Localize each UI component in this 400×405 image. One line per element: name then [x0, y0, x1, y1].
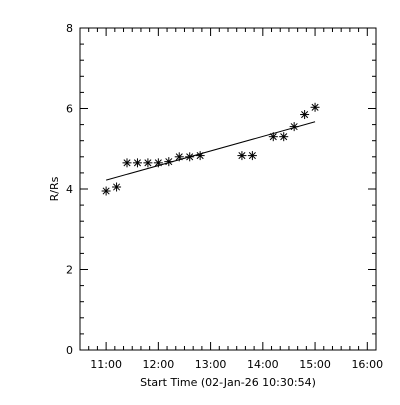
data-point — [279, 132, 289, 142]
x-tick-label: 13:00 — [195, 358, 227, 371]
y-tick-label: 8 — [66, 22, 73, 35]
y-tick-label: 6 — [66, 103, 73, 116]
plot-frame — [79, 27, 377, 351]
x-tick-label: 12:00 — [143, 358, 175, 371]
data-point — [247, 151, 257, 161]
data-point — [143, 158, 153, 168]
data-point — [268, 132, 278, 142]
data-point — [300, 110, 310, 120]
y-tick-label: 4 — [66, 183, 73, 196]
y-axis-title: R/Rs — [48, 176, 61, 201]
x-axis-title: Start Time (02-Jan-26 10:30:54) — [140, 376, 316, 389]
data-point — [289, 122, 299, 132]
x-tick-label: 15:00 — [299, 358, 331, 371]
data-point — [112, 182, 122, 192]
data-point — [153, 158, 163, 168]
y-tick-label: 0 — [66, 344, 73, 357]
x-tick-label: 11:00 — [90, 358, 122, 371]
data-point — [237, 151, 247, 161]
x-tick-label: 16:00 — [351, 358, 383, 371]
x-tick-label: 14:00 — [247, 358, 279, 371]
data-point — [310, 102, 320, 112]
data-point — [185, 152, 195, 162]
data-point — [174, 152, 184, 162]
data-point — [195, 151, 205, 161]
y-tick-label: 2 — [66, 264, 73, 277]
fit-line — [105, 121, 316, 181]
data-point — [122, 158, 132, 168]
data-point — [101, 186, 111, 196]
data-point — [132, 158, 142, 168]
data-point — [164, 157, 174, 167]
